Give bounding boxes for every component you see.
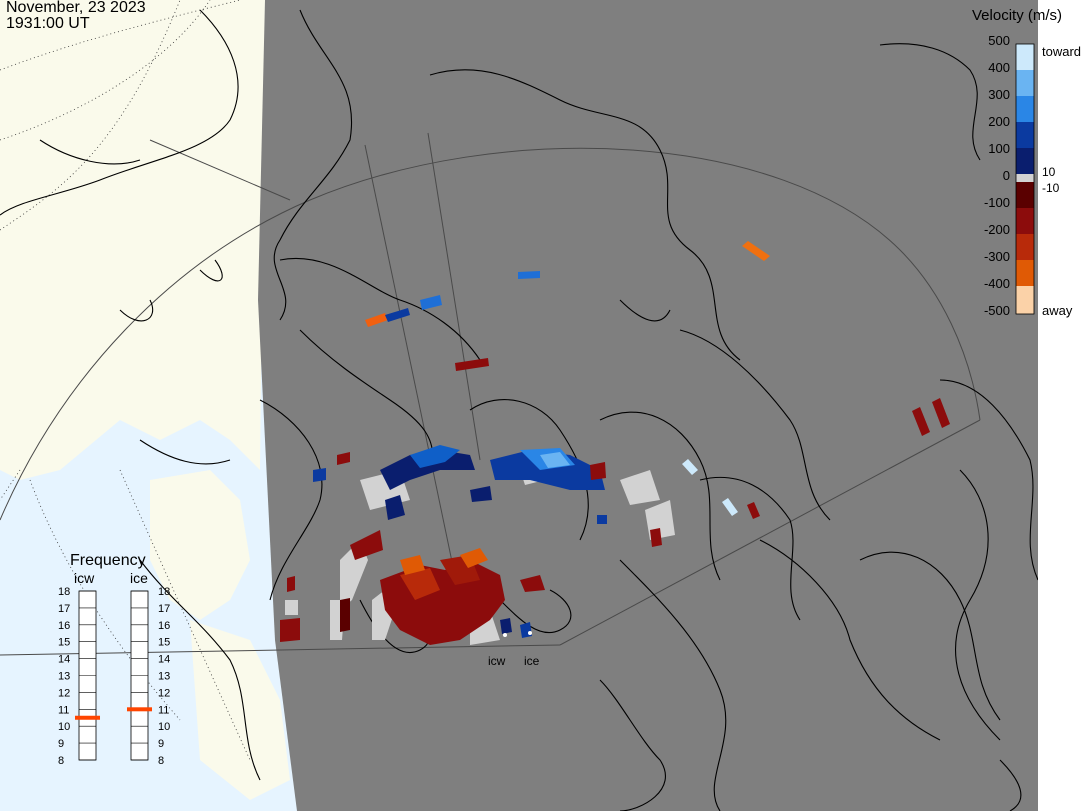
land-day-south [190,620,290,800]
frequency-tick-label: 8 [58,755,64,767]
date-label: November, 23 2023 [6,0,146,16]
svg-text:200: 200 [988,114,1010,129]
frequency-radar-ice: ice [130,570,148,586]
coastlines [0,9,1039,811]
frequency-tick-label: 12 [58,687,70,699]
svg-text:300: 300 [988,87,1010,102]
svg-text:-400: -400 [984,276,1010,291]
away-label: away [1042,303,1073,318]
radar-site-ice-marker [528,631,532,635]
title-block: November, 23 2023 1931:00 UT [6,0,146,32]
frequency-tick-label: 11 [158,704,169,716]
time-label: 1931:00 UT [6,15,90,32]
svg-text:400: 400 [988,60,1010,75]
graticule [0,132,981,656]
svg-text:-100: -100 [984,195,1010,210]
radar-site-icw-label: icw [488,654,506,668]
frequency-tick-label: 12 [158,687,170,699]
radar-site-ice-label: ice [524,654,540,668]
frequency-tick-label: 18 [158,586,170,598]
frequency-indicator-ice [127,707,152,712]
svg-text:-300: -300 [984,249,1010,264]
frequency-tick-label: 15 [58,637,70,649]
toward-label: toward [1042,44,1081,59]
frequency-tick-label: 15 [158,637,170,649]
velocity-scale-title: Velocity (m/s) [972,7,1062,24]
frequency-tick-label: 17 [158,603,170,615]
velocity-ticks: 500 400 300 200 100 0 -100 -200 -300 -40… [984,33,1010,318]
frequency-tick-label: 14 [158,654,170,666]
frequency-tick-label: 8 [158,755,164,767]
frequency-tick-label: 13 [58,671,70,683]
terminator-grid [0,0,251,761]
frequency-tick-label: 11 [58,704,69,716]
frequency-tick-label: 9 [58,738,64,750]
frequency-tick-label: 16 [158,620,170,632]
frequency-grid: 18 17 16 15 14 13 12 11 10 9 8 18 17 16 15 14 13 12 11 10 9 8 [58,586,170,767]
frequency-tick-label: 16 [58,620,70,632]
threshold-pos-label: 10 [1042,165,1056,179]
svg-text:100: 100 [988,141,1010,156]
frequency-tick-label: 10 [58,721,70,733]
frequency-tick-label: 9 [158,738,164,750]
frequency-title: Frequency [70,552,146,569]
land-day [0,0,265,480]
frequency-tick-label: 17 [58,603,70,615]
velocity-colorbar [1015,43,1035,315]
svg-text:-200: -200 [984,222,1010,237]
frequency-tick-label: 18 [58,586,70,598]
frequency-tick-label: 10 [158,721,170,733]
svg-text:0: 0 [1003,168,1010,183]
land-day-island [150,470,250,620]
svg-text:-500: -500 [984,303,1010,318]
threshold-neg-label: -10 [1042,181,1060,195]
svg-text:500: 500 [988,33,1010,48]
velocity-cells [280,241,950,645]
frequency-radar-icw: icw [74,570,95,586]
frequency-indicator-icw [75,715,100,720]
frequency-tick-label: 14 [58,654,70,666]
frequency-tick-label: 13 [158,671,170,683]
radar-site-icw-marker [503,633,507,637]
night-region [258,0,1038,811]
